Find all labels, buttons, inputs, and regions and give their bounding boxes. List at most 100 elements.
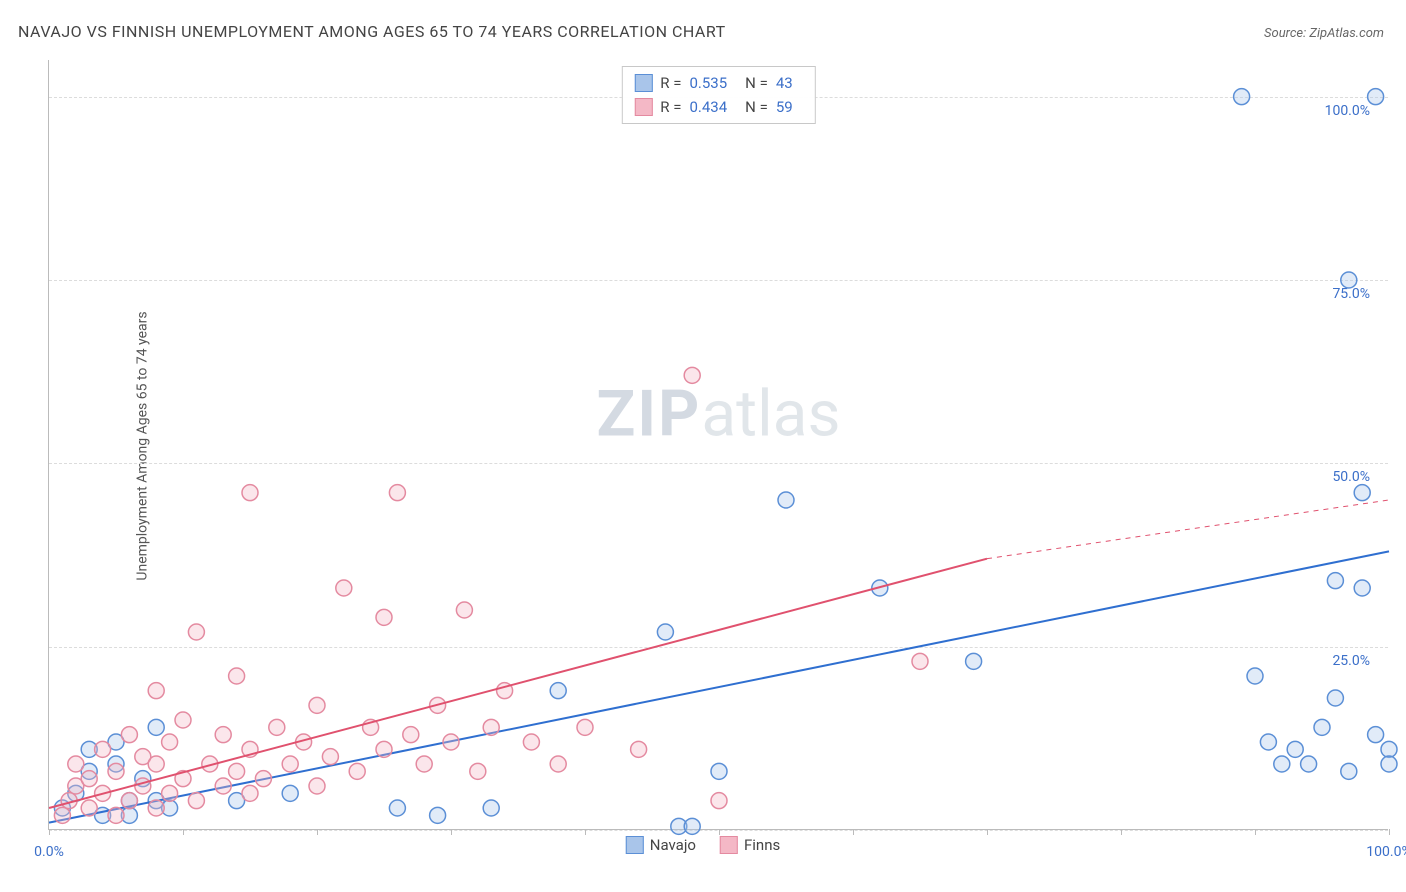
data-point	[1354, 580, 1370, 596]
data-point	[242, 785, 258, 801]
data-point	[309, 778, 325, 794]
data-point	[657, 624, 673, 640]
data-point	[309, 697, 325, 713]
data-point	[1247, 668, 1263, 684]
r-value: 0.535	[689, 71, 727, 95]
data-point	[108, 763, 124, 779]
data-point	[121, 793, 137, 809]
chart-svg	[49, 60, 1388, 829]
legend-swatch	[720, 836, 738, 854]
data-point	[1274, 756, 1290, 772]
data-point	[1327, 573, 1343, 589]
stats-row: R = 0.434 N = 59	[634, 95, 802, 119]
x-tick	[1121, 829, 1122, 835]
data-point	[778, 492, 794, 508]
r-label: R =	[660, 71, 681, 95]
data-point	[215, 778, 231, 794]
data-point	[148, 683, 164, 699]
x-tick	[719, 829, 720, 835]
data-point	[1287, 741, 1303, 757]
data-point	[215, 727, 231, 743]
data-point	[1301, 756, 1317, 772]
trend-line-extension	[987, 500, 1389, 559]
source-attribution: Source: ZipAtlas.com	[1264, 26, 1384, 41]
trend-line	[49, 551, 1389, 822]
legend-item: Finns	[720, 836, 780, 854]
data-point	[229, 763, 245, 779]
r-value: 0.434	[689, 95, 727, 119]
x-tick	[183, 829, 184, 835]
x-tick	[1255, 829, 1256, 835]
data-point	[631, 741, 647, 757]
data-point	[148, 800, 164, 816]
data-point	[389, 800, 405, 816]
data-point	[912, 653, 928, 669]
n-label: N =	[745, 95, 768, 119]
data-point	[966, 653, 982, 669]
data-point	[255, 771, 271, 787]
x-tick	[853, 829, 854, 835]
data-point	[148, 756, 164, 772]
data-point	[95, 741, 111, 757]
data-point	[1260, 734, 1276, 750]
data-point	[376, 741, 392, 757]
x-tick	[317, 829, 318, 835]
data-point	[349, 763, 365, 779]
data-point	[376, 609, 392, 625]
data-point	[1234, 89, 1250, 105]
x-tick	[987, 829, 988, 835]
data-point	[684, 818, 700, 834]
chart-title: NAVAJO VS FINNISH UNEMPLOYMENT AMONG AGE…	[18, 22, 726, 41]
data-point	[416, 756, 432, 772]
data-point	[1381, 741, 1397, 757]
series-swatch	[634, 74, 652, 92]
data-point	[1381, 756, 1397, 772]
data-point	[483, 719, 499, 735]
x-tick-label: 0.0%	[34, 844, 64, 860]
x-tick	[1389, 829, 1390, 835]
data-point	[336, 580, 352, 596]
data-point	[684, 367, 700, 383]
data-point	[162, 734, 178, 750]
data-point	[269, 719, 285, 735]
n-value: 59	[776, 95, 793, 119]
data-point	[148, 719, 164, 735]
x-tick	[49, 829, 50, 835]
data-point	[1314, 719, 1330, 735]
data-point	[229, 668, 245, 684]
data-point	[54, 807, 70, 823]
data-point	[121, 727, 137, 743]
x-tick	[585, 829, 586, 835]
data-point	[1354, 485, 1370, 501]
x-tick	[451, 829, 452, 835]
data-point	[322, 749, 338, 765]
data-point	[456, 602, 472, 618]
r-label: R =	[660, 95, 681, 119]
legend-item: Navajo	[626, 836, 696, 854]
data-point	[282, 785, 298, 801]
data-point	[550, 683, 566, 699]
data-point	[711, 763, 727, 779]
data-point	[523, 734, 539, 750]
n-value: 43	[776, 71, 793, 95]
plot-area: ZIPatlas 25.0%50.0%75.0%100.0% 0.0%100.0…	[48, 60, 1388, 830]
data-point	[1341, 763, 1357, 779]
data-point	[403, 727, 419, 743]
data-point	[430, 807, 446, 823]
legend-bottom: Navajo Finns	[626, 836, 780, 854]
data-point	[577, 719, 593, 735]
data-point	[1368, 89, 1384, 105]
data-point	[81, 800, 97, 816]
data-point	[108, 807, 124, 823]
data-point	[81, 771, 97, 787]
data-point	[483, 800, 499, 816]
data-point	[175, 712, 191, 728]
legend-label: Finns	[744, 836, 780, 854]
data-point	[242, 485, 258, 501]
data-point	[135, 778, 151, 794]
data-point	[470, 763, 486, 779]
stats-box: R = 0.535 N = 43R = 0.434 N = 59	[621, 66, 815, 124]
legend-label: Navajo	[650, 836, 696, 854]
data-point	[68, 756, 84, 772]
legend-swatch	[626, 836, 644, 854]
